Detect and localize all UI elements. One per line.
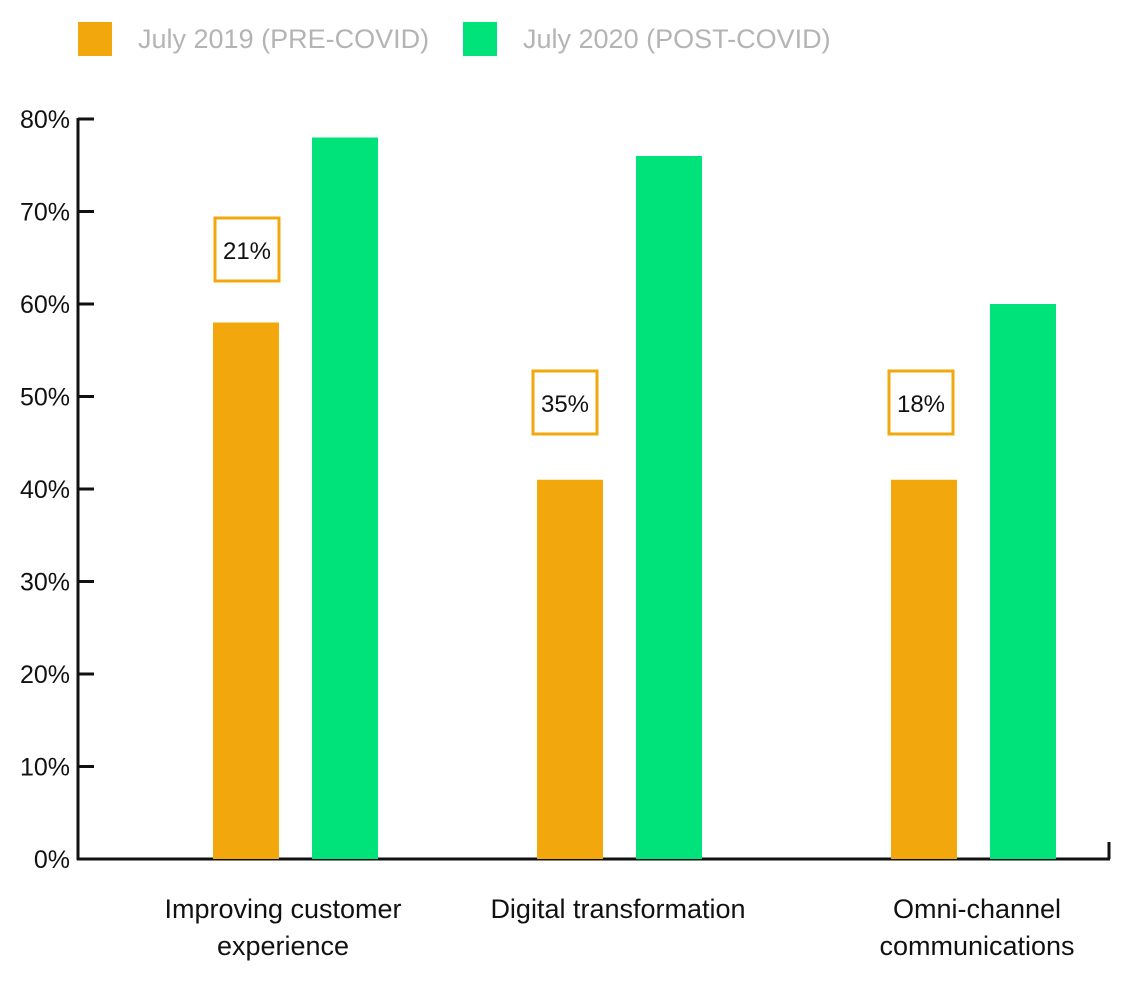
- legend-swatch-pre-covid: [78, 22, 112, 56]
- legend-label-pre-covid: July 2019 (PRE-COVID): [138, 24, 429, 54]
- category-label: Digital transformation: [490, 894, 745, 924]
- annotations: 21% 35% 18%: [213, 216, 955, 436]
- annotation-box: [531, 369, 599, 436]
- annotation-label: 35%: [541, 391, 589, 418]
- legend: July 2019 (PRE-COVID) July 2020 (POST-COV…: [78, 22, 831, 56]
- y-tick-label: 30%: [20, 569, 70, 597]
- annotation-label: 21%: [223, 238, 271, 265]
- bar-pre-covid-0: [213, 322, 279, 859]
- annotation-box: [887, 369, 955, 436]
- legend-swatch-post-covid: [463, 22, 497, 56]
- y-tick-label: 70%: [20, 199, 70, 227]
- y-tick-label: 60%: [20, 291, 70, 319]
- annotation-label: 18%: [897, 391, 945, 418]
- y-tick-label: 20%: [20, 661, 70, 689]
- annotation-box: [213, 216, 281, 283]
- category-label: Improving customer: [164, 894, 401, 924]
- y-tick-label: 50%: [20, 384, 70, 412]
- legend-label-post-covid: July 2020 (POST-COVID): [523, 24, 831, 54]
- y-tick-label: 80%: [20, 106, 70, 134]
- category-label: Omni-channel: [893, 894, 1061, 924]
- y-tick-label: 0%: [34, 846, 70, 874]
- y-axis: 0% 10% 20% 30% 40% 50% 60% 70% 80%: [20, 106, 94, 874]
- bar-pre-covid-1: [537, 479, 603, 859]
- bar-post-covid-0: [312, 137, 378, 859]
- category-labels: Improving customer experience Digital tran…: [164, 894, 1074, 961]
- bar-pre-covid-2: [891, 479, 957, 859]
- category-label: experience: [217, 931, 349, 961]
- y-tick-label: 10%: [20, 754, 70, 782]
- category-label: communications: [879, 931, 1074, 961]
- bars: [213, 137, 1056, 859]
- bar-post-covid-1: [636, 156, 702, 859]
- bar-post-covid-2: [990, 304, 1056, 859]
- y-tick-label: 40%: [20, 476, 70, 504]
